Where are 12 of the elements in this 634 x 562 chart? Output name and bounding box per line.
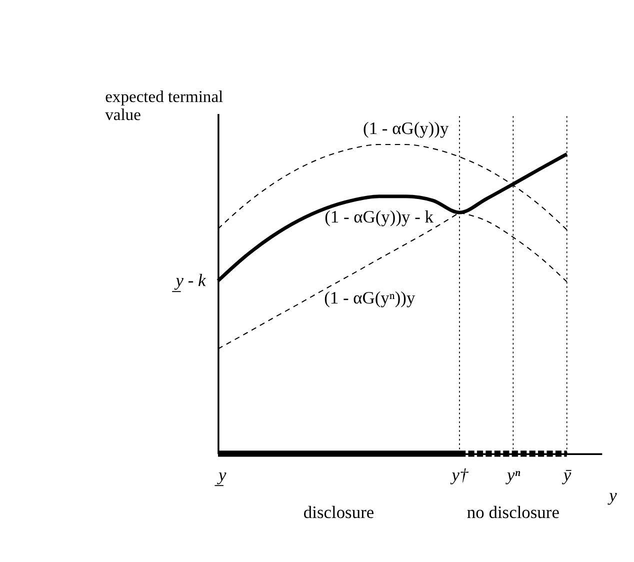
x-axis-title: y [607,485,618,506]
x-tick-label: y̲ [214,464,226,488]
y-axis-title: expected terminal value [105,86,224,124]
series-label: (1 - αG(y))y - k [324,206,434,227]
x-tick-label: ȳ [561,464,572,484]
text: disclosure [303,502,374,522]
series-label: (1 - αG(y))y [363,118,449,138]
annotation: y̲ - k [172,270,206,293]
x-tick-label: yⁿ [505,464,521,484]
series-label: (1 - αG(yⁿ))y [324,288,416,308]
text: no disclosure [466,502,560,522]
x-tick-label: y† [450,464,470,484]
